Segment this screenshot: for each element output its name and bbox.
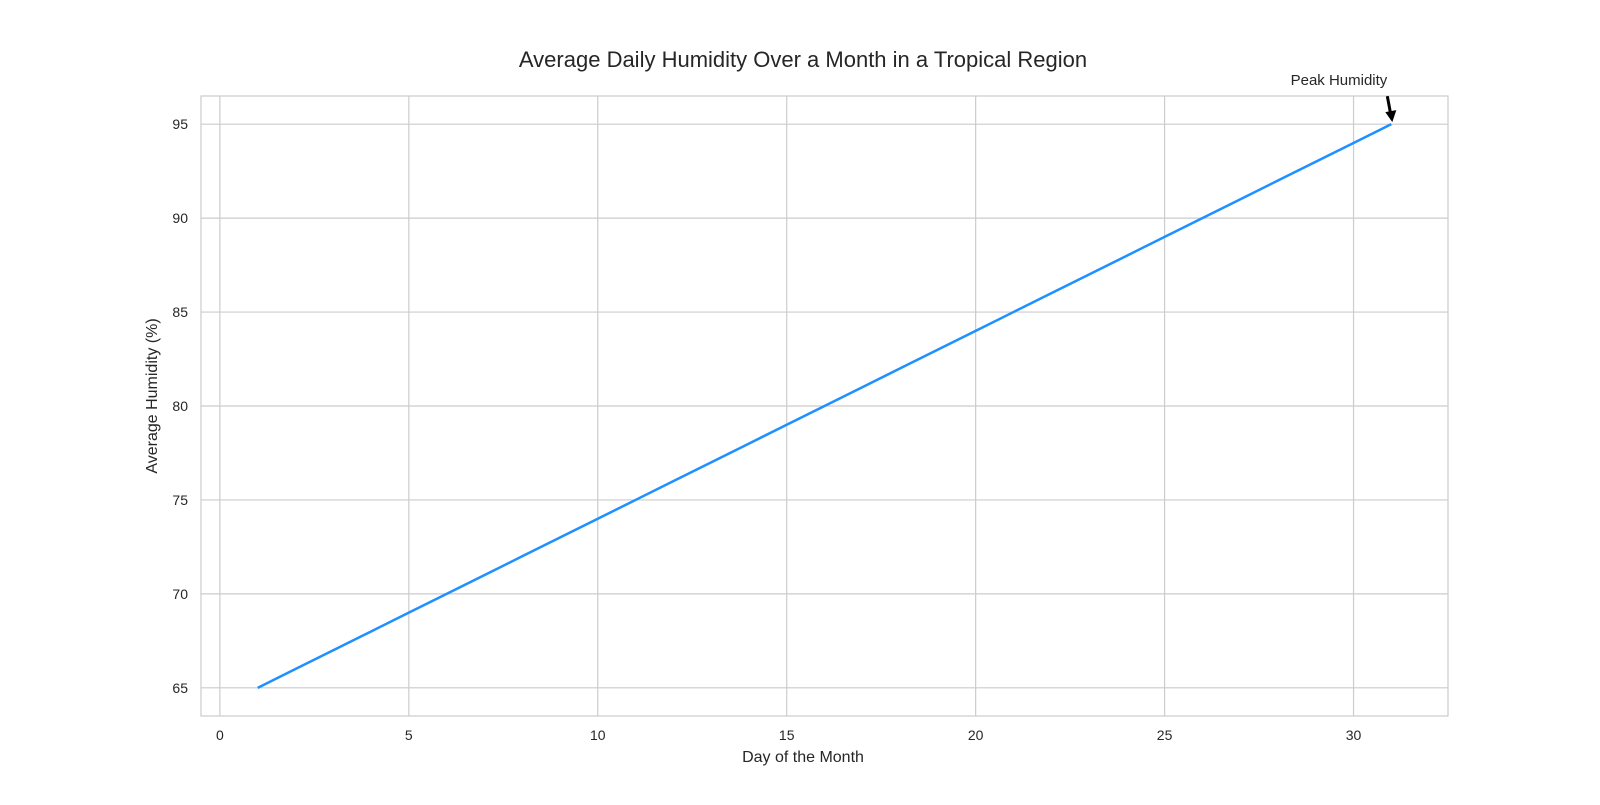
y-tick-label: 90 bbox=[172, 210, 188, 226]
data-point bbox=[1012, 311, 1014, 313]
data-point bbox=[899, 367, 901, 369]
data-point bbox=[483, 574, 485, 576]
peak-annotation-label: Peak Humidity bbox=[1291, 72, 1388, 89]
data-point bbox=[1126, 254, 1128, 256]
data-point bbox=[861, 386, 863, 388]
y-tick-label: 65 bbox=[172, 680, 188, 696]
data-point bbox=[672, 480, 674, 482]
data-point bbox=[823, 405, 825, 407]
data-point bbox=[1201, 217, 1203, 219]
data-point bbox=[332, 649, 334, 651]
peak-annotation-arrow-shaft bbox=[1385, 95, 1392, 113]
y-tick-label: 95 bbox=[172, 116, 188, 132]
data-point bbox=[710, 461, 712, 463]
data-point bbox=[634, 499, 636, 501]
plot-frame bbox=[200, 95, 1449, 717]
data-point bbox=[1050, 292, 1052, 294]
data-point bbox=[974, 330, 976, 332]
data-point bbox=[445, 593, 447, 595]
data-point bbox=[408, 611, 410, 613]
grid-lines bbox=[201, 96, 1448, 716]
axis-ticks: 0 5 10 15 20 25 30 65 70 75 80 85 90 95 bbox=[172, 116, 1361, 743]
data-point bbox=[597, 518, 599, 520]
data-point bbox=[1315, 161, 1317, 163]
data-point bbox=[1088, 273, 1090, 275]
y-axis-label: Average Humidity (%) bbox=[144, 318, 161, 473]
data-point bbox=[1239, 198, 1241, 200]
x-axis-label: Day of the Month bbox=[742, 749, 864, 766]
x-tick-label: 25 bbox=[1157, 727, 1173, 743]
data-point bbox=[370, 630, 372, 632]
y-tick-label: 80 bbox=[172, 398, 188, 414]
data-point bbox=[1352, 142, 1354, 144]
data-point bbox=[786, 424, 788, 426]
x-tick-label: 0 bbox=[216, 727, 224, 743]
data-point bbox=[1390, 123, 1392, 125]
data-point bbox=[294, 668, 296, 670]
x-tick-label: 15 bbox=[779, 727, 795, 743]
y-tick-label: 70 bbox=[172, 586, 188, 602]
y-tick-label: 85 bbox=[172, 304, 188, 320]
data-point bbox=[1277, 179, 1279, 181]
data-point bbox=[748, 442, 750, 444]
data-point bbox=[1163, 236, 1165, 238]
y-tick-label: 75 bbox=[172, 492, 188, 508]
data-point bbox=[937, 348, 939, 350]
chart-title: Average Daily Humidity Over a Month in a… bbox=[519, 47, 1087, 72]
peak-annotation-arrow-head bbox=[1385, 110, 1397, 123]
x-tick-label: 20 bbox=[968, 727, 984, 743]
data-point bbox=[559, 536, 561, 538]
x-tick-label: 5 bbox=[405, 727, 413, 743]
data-point bbox=[256, 687, 258, 689]
annotation-layer: Peak Humidity bbox=[1291, 72, 1397, 123]
x-tick-label: 10 bbox=[590, 727, 606, 743]
series-layer bbox=[256, 123, 1392, 689]
data-point bbox=[521, 555, 523, 557]
humidity-series-line bbox=[257, 123, 1392, 689]
x-tick-label: 30 bbox=[1346, 727, 1362, 743]
